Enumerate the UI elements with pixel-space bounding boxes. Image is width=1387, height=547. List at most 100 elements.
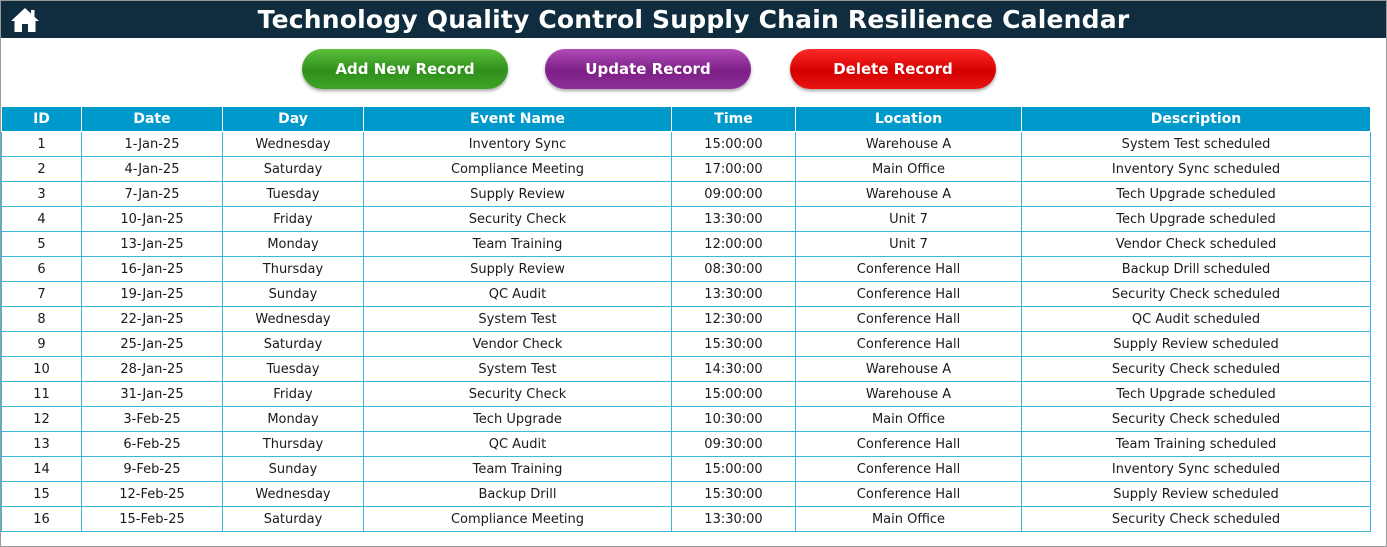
cell-description[interactable]: QC Audit scheduled xyxy=(1021,306,1371,332)
cell-day[interactable]: Tuesday xyxy=(222,356,364,382)
cell-id[interactable]: 12 xyxy=(1,406,82,432)
cell-location[interactable]: Unit 7 xyxy=(795,231,1022,257)
cell-event-name[interactable]: Team Training xyxy=(363,231,672,257)
cell-location[interactable]: Main Office xyxy=(795,156,1022,182)
update-record-button[interactable]: Update Record xyxy=(545,49,751,89)
cell-description[interactable]: Tech Upgrade scheduled xyxy=(1021,381,1371,407)
cell-location[interactable]: Conference Hall xyxy=(795,331,1022,357)
cell-date[interactable]: 15-Feb-25 xyxy=(81,506,223,532)
cell-event-name[interactable]: Vendor Check xyxy=(363,331,672,357)
cell-time[interactable]: 15:30:00 xyxy=(671,331,796,357)
table-row[interactable]: 11 31-Jan-25 Friday Security Check 15:00:00 W… xyxy=(1,381,1371,407)
table-row[interactable]: 6 16-Jan-25 Thursday Supply Review 08:30:00 C… xyxy=(1,256,1371,282)
cell-location[interactable]: Main Office xyxy=(795,406,1022,432)
cell-location[interactable]: Warehouse A xyxy=(795,356,1022,382)
cell-time[interactable]: 15:00:00 xyxy=(671,131,796,157)
cell-description[interactable]: Tech Upgrade scheduled xyxy=(1021,181,1371,207)
cell-location[interactable]: Warehouse A xyxy=(795,181,1022,207)
cell-day[interactable]: Saturday xyxy=(222,156,364,182)
cell-day[interactable]: Saturday xyxy=(222,331,364,357)
cell-id[interactable]: 8 xyxy=(1,306,82,332)
cell-id[interactable]: 9 xyxy=(1,331,82,357)
cell-description[interactable]: Security Check scheduled xyxy=(1021,506,1371,532)
cell-id[interactable]: 16 xyxy=(1,506,82,532)
cell-date[interactable]: 13-Jan-25 xyxy=(81,231,223,257)
cell-time[interactable]: 15:00:00 xyxy=(671,456,796,482)
cell-day[interactable]: Sunday xyxy=(222,281,364,307)
cell-day[interactable]: Tuesday xyxy=(222,181,364,207)
table-row[interactable]: 1 1-Jan-25 Wednesday Inventory Sync 15:00:00… xyxy=(1,131,1371,157)
column-header-id[interactable]: ID xyxy=(1,106,82,132)
column-header-location[interactable]: Location xyxy=(795,106,1022,132)
cell-description[interactable]: Security Check scheduled xyxy=(1021,356,1371,382)
cell-date[interactable]: 28-Jan-25 xyxy=(81,356,223,382)
cell-event-name[interactable]: QC Audit xyxy=(363,281,672,307)
cell-description[interactable]: Tech Upgrade scheduled xyxy=(1021,206,1371,232)
cell-event-name[interactable]: Backup Drill xyxy=(363,481,672,507)
cell-time[interactable]: 15:00:00 xyxy=(671,381,796,407)
column-header-time[interactable]: Time xyxy=(671,106,796,132)
cell-day[interactable]: Saturday xyxy=(222,506,364,532)
cell-day[interactable]: Friday xyxy=(222,206,364,232)
cell-day[interactable]: Wednesday xyxy=(222,306,364,332)
cell-time[interactable]: 14:30:00 xyxy=(671,356,796,382)
cell-day[interactable]: Wednesday xyxy=(222,131,364,157)
cell-date[interactable]: 19-Jan-25 xyxy=(81,281,223,307)
cell-day[interactable]: Thursday xyxy=(222,256,364,282)
add-new-record-button[interactable]: Add New Record xyxy=(302,49,508,89)
cell-location[interactable]: Unit 7 xyxy=(795,206,1022,232)
cell-description[interactable]: Security Check scheduled xyxy=(1021,281,1371,307)
cell-id[interactable]: 4 xyxy=(1,206,82,232)
cell-id[interactable]: 13 xyxy=(1,431,82,457)
table-row[interactable]: 15 12-Feb-25 Wednesday Backup Drill 15:30:00… xyxy=(1,481,1371,507)
table-row[interactable]: 13 6-Feb-25 Thursday QC Audit 09:30:00 Confer… xyxy=(1,431,1371,457)
cell-date[interactable]: 3-Feb-25 xyxy=(81,406,223,432)
cell-date[interactable]: 16-Jan-25 xyxy=(81,256,223,282)
cell-day[interactable]: Thursday xyxy=(222,431,364,457)
table-row[interactable]: 3 7-Jan-25 Tuesday Supply Review 09:00:00 War… xyxy=(1,181,1371,207)
cell-day[interactable]: Wednesday xyxy=(222,481,364,507)
cell-id[interactable]: 2 xyxy=(1,156,82,182)
cell-location[interactable]: Main Office xyxy=(795,506,1022,532)
cell-time[interactable]: 10:30:00 xyxy=(671,406,796,432)
table-row[interactable]: 2 4-Jan-25 Saturday Compliance Meeting 17:00… xyxy=(1,156,1371,182)
table-row[interactable]: 8 22-Jan-25 Wednesday System Test 12:30:00 Co… xyxy=(1,306,1371,332)
cell-date[interactable]: 25-Jan-25 xyxy=(81,331,223,357)
cell-date[interactable]: 31-Jan-25 xyxy=(81,381,223,407)
cell-id[interactable]: 5 xyxy=(1,231,82,257)
cell-time[interactable]: 12:30:00 xyxy=(671,306,796,332)
cell-date[interactable]: 10-Jan-25 xyxy=(81,206,223,232)
cell-date[interactable]: 22-Jan-25 xyxy=(81,306,223,332)
cell-date[interactable]: 9-Feb-25 xyxy=(81,456,223,482)
cell-time[interactable]: 08:30:00 xyxy=(671,256,796,282)
table-row[interactable]: 14 9-Feb-25 Sunday Team Training 15:00:00 Con… xyxy=(1,456,1371,482)
cell-description[interactable]: Supply Review scheduled xyxy=(1021,331,1371,357)
column-header-event-name[interactable]: Event Name xyxy=(363,106,672,132)
cell-day[interactable]: Friday xyxy=(222,381,364,407)
cell-time[interactable]: 15:30:00 xyxy=(671,481,796,507)
cell-date[interactable]: 7-Jan-25 xyxy=(81,181,223,207)
cell-event-name[interactable]: Security Check xyxy=(363,206,672,232)
cell-time[interactable]: 13:30:00 xyxy=(671,206,796,232)
cell-time[interactable]: 13:30:00 xyxy=(671,506,796,532)
cell-event-name[interactable]: Inventory Sync xyxy=(363,131,672,157)
cell-id[interactable]: 11 xyxy=(1,381,82,407)
table-row[interactable]: 12 3-Feb-25 Monday Tech Upgrade 10:30:00 Main… xyxy=(1,406,1371,432)
table-row[interactable]: 4 10-Jan-25 Friday Security Check 13:30:00 Un… xyxy=(1,206,1371,232)
cell-day[interactable]: Sunday xyxy=(222,456,364,482)
delete-record-button[interactable]: Delete Record xyxy=(790,49,996,89)
cell-event-name[interactable]: System Test xyxy=(363,356,672,382)
cell-date[interactable]: 6-Feb-25 xyxy=(81,431,223,457)
cell-id[interactable]: 10 xyxy=(1,356,82,382)
cell-event-name[interactable]: Compliance Meeting xyxy=(363,506,672,532)
cell-event-name[interactable]: Security Check xyxy=(363,381,672,407)
table-row[interactable]: 10 28-Jan-25 Tuesday System Test 14:30:00 War… xyxy=(1,356,1371,382)
table-row[interactable]: 9 25-Jan-25 Saturday Vendor Check 15:30:00 Co… xyxy=(1,331,1371,357)
cell-description[interactable]: Inventory Sync scheduled xyxy=(1021,156,1371,182)
cell-location[interactable]: Conference Hall xyxy=(795,256,1022,282)
table-row[interactable]: 5 13-Jan-25 Monday Team Training 12:00:00 Uni… xyxy=(1,231,1371,257)
cell-event-name[interactable]: Compliance Meeting xyxy=(363,156,672,182)
cell-day[interactable]: Monday xyxy=(222,231,364,257)
cell-description[interactable]: Supply Review scheduled xyxy=(1021,481,1371,507)
column-header-description[interactable]: Description xyxy=(1021,106,1371,132)
